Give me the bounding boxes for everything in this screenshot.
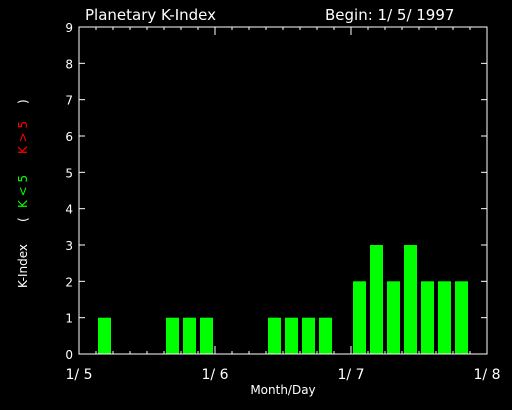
y-tick-label: 6 [65, 130, 73, 144]
y-tick-label: 8 [65, 57, 73, 71]
bar [319, 317, 332, 354]
y-tick-label: 0 [65, 348, 73, 362]
y-tick-label: 7 [65, 94, 73, 108]
x-ticks-group: 1/ 5 1/ 6 1/ 7 1/ 8 [66, 27, 501, 383]
bar [421, 281, 434, 354]
bar [438, 281, 451, 354]
bar [387, 281, 400, 354]
y-ticks-group: 0 1 2 3 4 5 6 7 8 9 [65, 21, 487, 362]
y-axis-red-legend: K > 5 [16, 121, 30, 154]
bar [370, 245, 383, 354]
y-tick-label: 1 [65, 312, 73, 326]
y-tick-label: 9 [65, 21, 73, 35]
bar [455, 281, 468, 354]
y-tick-label: 3 [65, 239, 73, 253]
x-tick-label: 1/ 7 [338, 367, 365, 383]
chart-title: Planetary K-Index [85, 6, 216, 24]
y-axis-label: K-Index ( K < 5 K > 5 ) [16, 99, 30, 288]
bar [200, 317, 213, 354]
x-tick-label: 1/ 8 [474, 367, 501, 383]
y-axis-green-legend: K < 5 [16, 175, 30, 208]
y-axis-paren-close: ) [16, 99, 30, 104]
x-tick-label: 1/ 6 [202, 367, 229, 383]
y-axis-paren-open: ( [16, 217, 30, 222]
bar [268, 317, 281, 354]
bar [302, 317, 315, 354]
y-axis-title: K-Index [16, 244, 30, 288]
y-tick-label: 5 [65, 166, 73, 180]
bar [166, 317, 179, 354]
y-tick-label: 4 [65, 203, 73, 217]
begin-date-label: Begin: 1/ 5/ 1997 [325, 6, 454, 24]
x-axis-title: Month/Day [250, 383, 315, 397]
x-tick-label: 1/ 5 [66, 367, 93, 383]
bar [404, 245, 417, 354]
bar [285, 317, 298, 354]
bar [353, 281, 366, 354]
bar [183, 317, 196, 354]
bars-group [98, 245, 468, 354]
bar [98, 317, 111, 354]
y-tick-label: 2 [65, 275, 73, 289]
